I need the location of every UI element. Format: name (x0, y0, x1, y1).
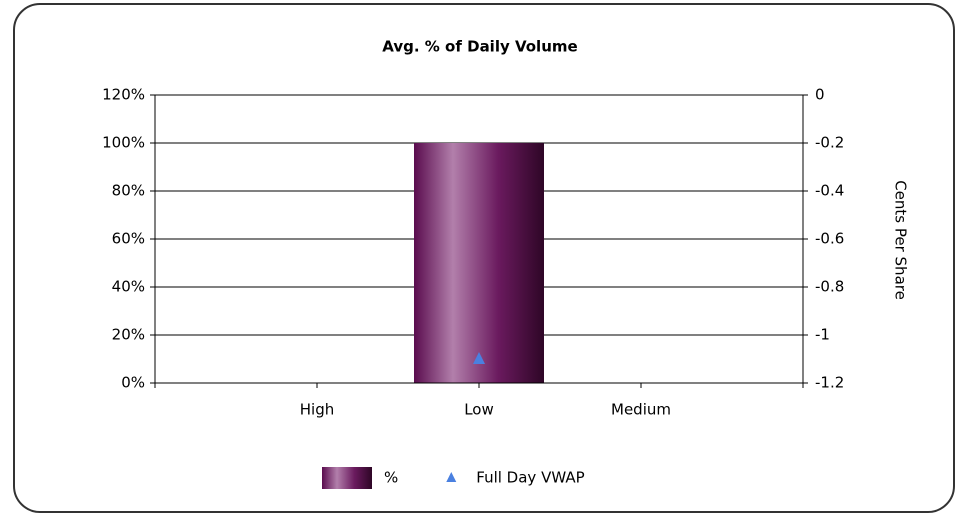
y2-tick-label: -0.8 (815, 278, 844, 296)
y2-axis-label: Cents Per Share (892, 180, 910, 300)
marker (473, 352, 485, 364)
y-tick-label: 40% (112, 278, 145, 296)
y-tick-label: 20% (112, 326, 145, 344)
y-tick-label: 0% (121, 374, 145, 392)
x-tick-label: Low (464, 401, 494, 419)
bar (414, 143, 544, 383)
y2-tick-label: 0 (815, 86, 825, 104)
y2-tick-label: -1 (815, 326, 830, 344)
legend-label: % (384, 469, 398, 487)
y2-tick-label: -1.2 (815, 374, 844, 392)
x-tick-label: Medium (611, 401, 671, 419)
legend-label: Full Day VWAP (476, 469, 584, 487)
legend-swatch (322, 467, 372, 489)
x-tick-label: High (300, 401, 334, 419)
y2-tick-label: -0.4 (815, 182, 844, 200)
y2-tick-label: -0.6 (815, 230, 844, 248)
y-tick-label: 60% (112, 230, 145, 248)
y-tick-label: 100% (102, 134, 145, 152)
chart-title: Avg. % of Daily Volume (382, 38, 577, 56)
y-tick-label: 120% (102, 86, 145, 104)
y2-tick-label: -0.2 (815, 134, 844, 152)
y-tick-label: 80% (112, 182, 145, 200)
legend-swatch (446, 472, 457, 482)
